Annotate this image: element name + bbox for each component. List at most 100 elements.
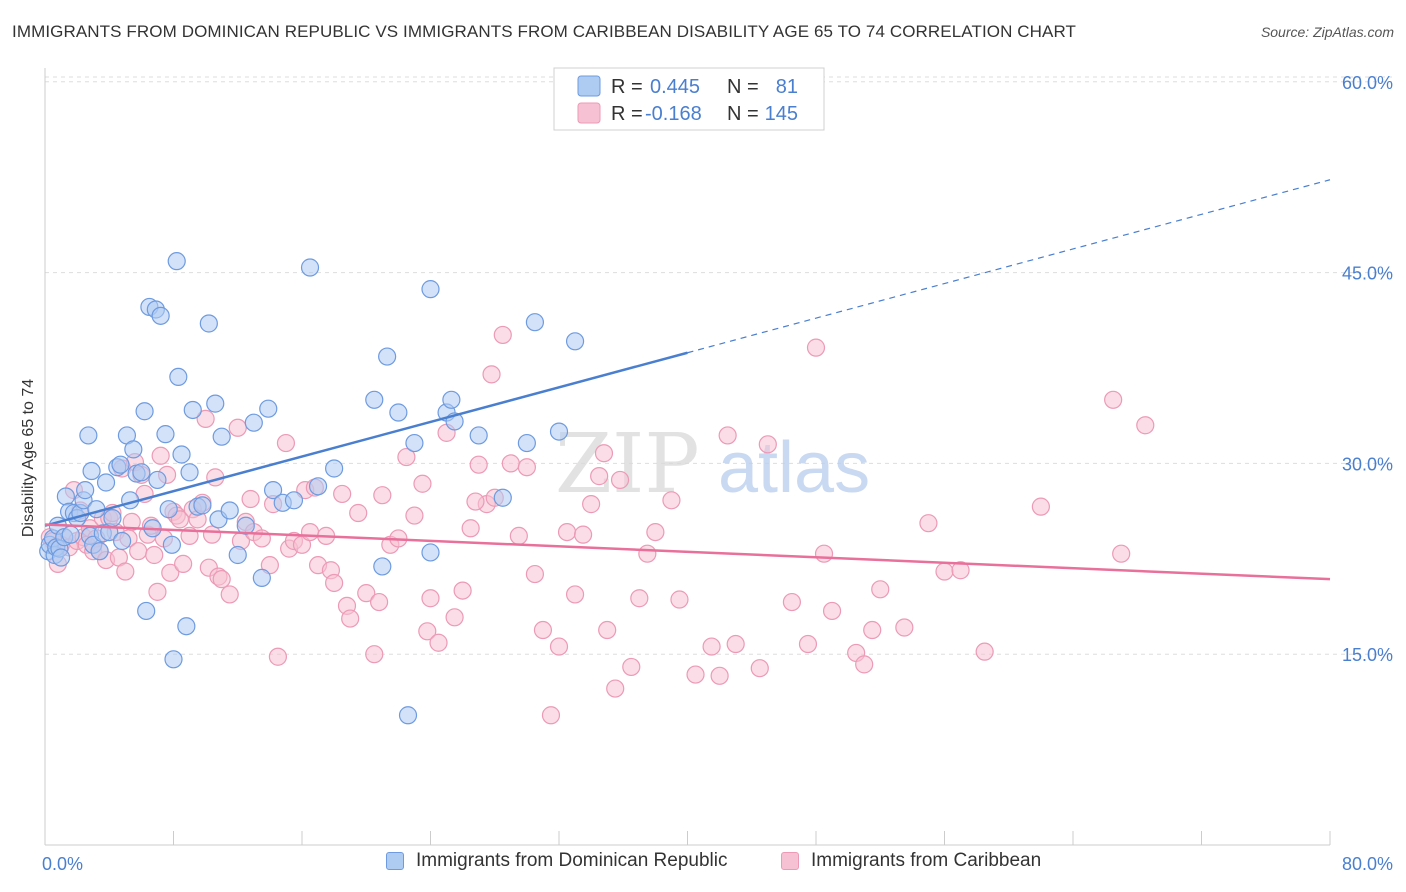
dominican-point-77 — [442, 390, 461, 409]
caribbean-point-32 — [148, 582, 167, 601]
dominican-point-7 — [51, 548, 71, 567]
legend-n-label-1: N = — [727, 76, 759, 98]
dominican-point-85 — [421, 543, 440, 562]
dominican-point-40 — [148, 470, 167, 490]
caribbean-point-69 — [325, 573, 344, 593]
y-axis-label: Disability Age 65 to 74 — [20, 379, 37, 537]
caribbean-point-142 — [370, 592, 389, 612]
dominican-point-48 — [172, 445, 191, 464]
caribbean-point-118 — [718, 426, 737, 445]
caribbean-point-135 — [975, 642, 994, 661]
caribbean-point-89 — [469, 455, 488, 474]
caribbean-point-120 — [750, 659, 769, 678]
legend-n-label-2: N = — [727, 103, 759, 125]
legend-item-caribbean[interactable]: Immigrants from Caribbean — [781, 850, 1041, 872]
dominican-point-61 — [244, 413, 263, 432]
dominican-point-54 — [199, 314, 218, 333]
legend-r-label-2: R = — [611, 103, 643, 125]
x-tick-label-0: 0.0% — [42, 854, 83, 874]
caribbean-point-104 — [582, 495, 601, 514]
dominican-point-75 — [421, 280, 440, 299]
legend-item-dominican[interactable]: Immigrants from Dominican Republic — [386, 850, 728, 872]
caribbean-point-40 — [174, 554, 193, 573]
caribbean-point-136 — [1031, 497, 1050, 516]
dominican-point-35 — [135, 402, 154, 421]
caribbean-point-70 — [333, 484, 352, 504]
dominican-point-83 — [549, 422, 569, 441]
dominican-point-80 — [493, 488, 512, 507]
caribbean-point-109 — [622, 657, 641, 677]
caribbean-point-137 — [1104, 390, 1123, 409]
caribbean-point-22 — [116, 562, 135, 581]
legend-swatch-blue — [577, 75, 601, 97]
caribbean-point-101 — [557, 522, 577, 542]
legend-r-label-1: R = — [611, 76, 643, 98]
chart-title: IMMIGRANTS FROM DOMINICAN REPUBLIC VS IM… — [12, 22, 1077, 41]
caribbean-point-31 — [145, 545, 164, 565]
x-tick-label-1: 80.0% — [1342, 854, 1393, 874]
caribbean-point-33 — [151, 446, 170, 465]
caribbean-point-116 — [702, 637, 721, 656]
caribbean-point-125 — [814, 544, 834, 563]
dominican-point-45 — [164, 650, 183, 669]
caribbean-point-50 — [212, 570, 231, 589]
caribbean-point-108 — [610, 470, 630, 490]
caribbean-point-140 — [241, 489, 260, 509]
caribbean-point-106 — [598, 620, 617, 640]
caribbean-point-96 — [517, 458, 536, 477]
caribbean-point-130 — [871, 580, 890, 599]
dominican-point-9 — [56, 487, 75, 506]
caribbean-point-65 — [300, 522, 320, 542]
caribbean-point-100 — [549, 637, 569, 656]
dominican-point-42 — [156, 425, 175, 444]
caribbean-point-51 — [220, 585, 239, 604]
legend-n-value-2: 145 — [765, 103, 798, 125]
caribbean-point-123 — [798, 634, 818, 654]
caribbean-point-93 — [493, 325, 512, 345]
legend-swatch-dominican — [386, 852, 404, 870]
dominican-point-29 — [112, 531, 132, 551]
dominican-point-53 — [193, 496, 212, 515]
dominican-point-55 — [206, 394, 225, 413]
dominican-point-24 — [96, 473, 116, 492]
caribbean-point-74 — [357, 584, 376, 603]
correlation-legend: R = 0.445 N = 81 R = -0.168 N = 145 — [553, 67, 825, 131]
caribbean-point-79 — [397, 447, 416, 467]
caribbean-point-47 — [202, 525, 222, 544]
dominican-points — [39, 252, 585, 725]
caribbean-point-111 — [638, 544, 657, 563]
caribbean-point-26 — [129, 542, 148, 561]
caribbean-point-82 — [418, 622, 437, 641]
y-tick-label-0: 15.0% — [1342, 645, 1393, 665]
legend-swatch-pink — [577, 102, 601, 124]
dominican-point-70 — [365, 390, 384, 409]
caribbean-point-60 — [276, 433, 296, 453]
series-legend: Immigrants from Dominican Republic Immig… — [0, 850, 1406, 880]
caribbean-point-103 — [573, 525, 593, 544]
dominican-point-58 — [220, 501, 239, 520]
caribbean-point-133 — [935, 562, 954, 581]
caribbean-point-129 — [863, 620, 882, 640]
dominican-point-11 — [61, 525, 80, 544]
dominican-point-71 — [373, 557, 392, 576]
y-tick-label-1: 30.0% — [1342, 454, 1393, 474]
caribbean-point-87 — [453, 581, 472, 600]
caribbean-point-128 — [855, 655, 874, 674]
dominican-point-62 — [252, 568, 271, 587]
dominican-trendline-extension — [687, 179, 1331, 354]
caribbean-point-24 — [122, 512, 141, 532]
dominican-point-72 — [378, 347, 397, 366]
caribbean-point-52 — [228, 418, 247, 437]
dominican-point-59 — [228, 545, 247, 565]
caribbean-point-121 — [758, 435, 777, 454]
dominican-point-81 — [517, 433, 536, 453]
caribbean-point-36 — [161, 563, 180, 582]
caribbean-point-84 — [429, 633, 448, 652]
dominican-point-86 — [398, 706, 418, 725]
dominican-point-69 — [325, 459, 344, 478]
caribbean-point-117 — [710, 666, 729, 685]
caribbean-point-80 — [405, 506, 424, 525]
dominican-point-64 — [263, 481, 283, 500]
legend-r-value-1: 0.445 — [650, 76, 700, 98]
caribbean-point-114 — [670, 590, 689, 609]
